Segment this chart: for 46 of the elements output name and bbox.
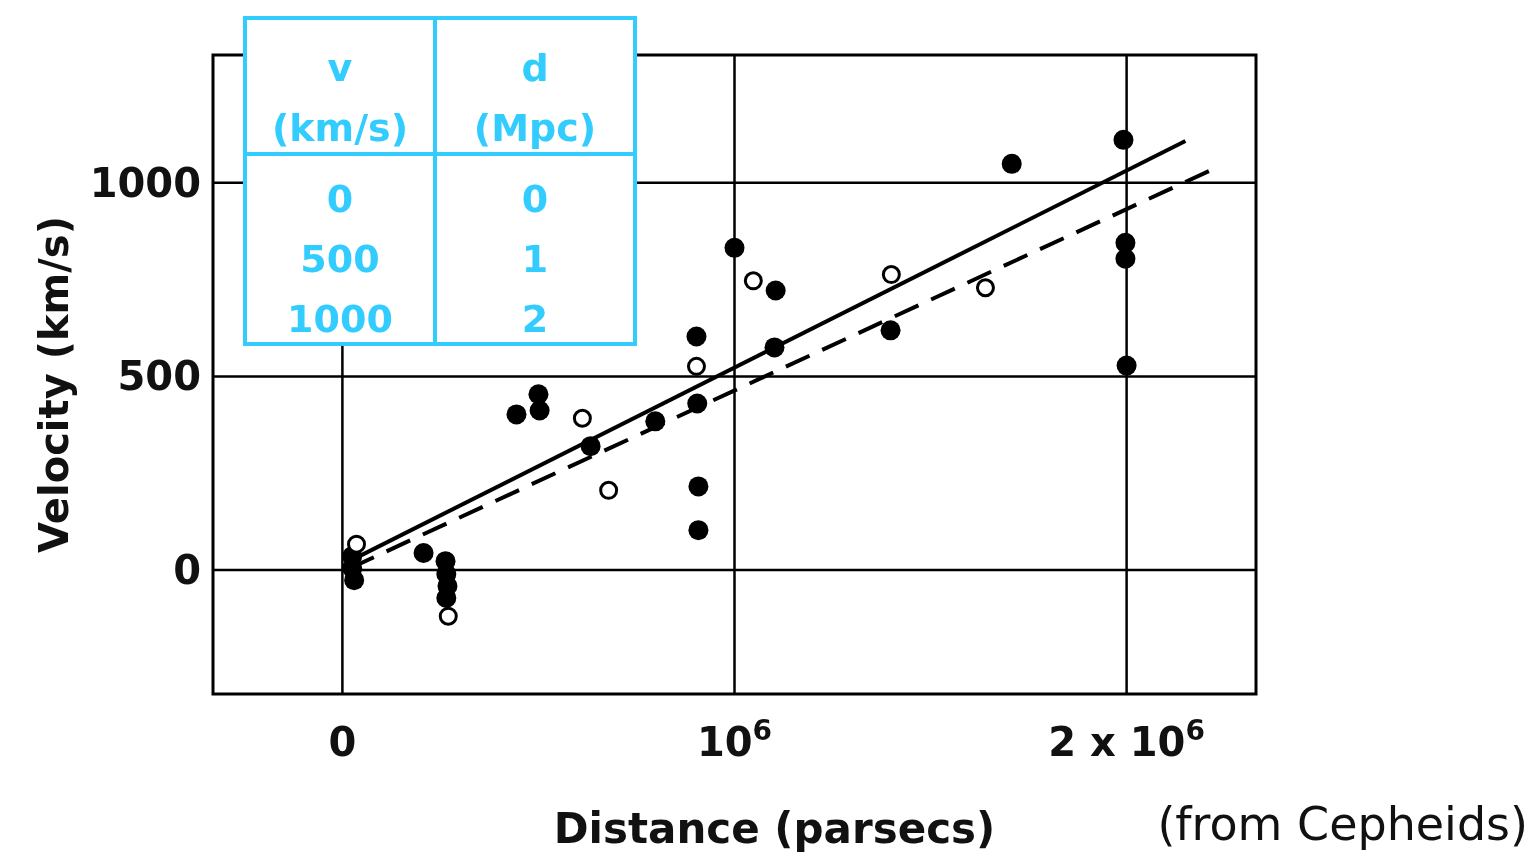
point (765, 280, 786, 301)
y-tick-label: 1000 (89, 159, 201, 206)
point (688, 520, 709, 541)
point (881, 265, 901, 285)
annotation: d (521, 46, 549, 91)
point (413, 543, 434, 564)
point (506, 404, 527, 425)
point (764, 337, 785, 358)
point (880, 320, 901, 341)
point (580, 436, 601, 457)
point (645, 411, 666, 432)
y-axis-title: Velocity (km/s) (31, 216, 77, 553)
point (686, 356, 706, 376)
annotation: 0 (521, 177, 549, 222)
x-tick-label: 2 x 10$^{6}$ (1048, 713, 1205, 765)
annotation: (km/s) (271, 106, 409, 151)
point (688, 476, 709, 497)
annotation: 2 (521, 297, 549, 342)
annotation: 1000 (287, 297, 393, 342)
y-tick-label: 500 (117, 353, 201, 400)
y-tick-label: 0 (173, 547, 201, 594)
point (347, 534, 367, 554)
annotation: 500 (300, 237, 380, 282)
text: (from Cepheids) (1157, 797, 1528, 851)
annotation: 1 (521, 237, 549, 282)
point (572, 408, 592, 428)
point (599, 480, 619, 500)
point (1113, 129, 1134, 150)
point (344, 570, 365, 591)
point (438, 606, 458, 626)
point (724, 237, 745, 258)
annotation: 0 (326, 177, 354, 222)
point (975, 278, 995, 298)
point (528, 384, 549, 405)
x-tick-label: 10$^{6}$ (696, 713, 773, 765)
point (1116, 355, 1137, 376)
point (1115, 248, 1136, 269)
point (686, 326, 707, 347)
point (743, 271, 763, 291)
point (1001, 153, 1022, 174)
x-tick-label: 0 (328, 719, 357, 765)
point (687, 393, 708, 414)
x-axis-title: Distance (parsecs) (553, 804, 996, 853)
point (529, 400, 550, 421)
annotation: (Mpc) (473, 106, 597, 151)
annotation: v (327, 46, 353, 91)
